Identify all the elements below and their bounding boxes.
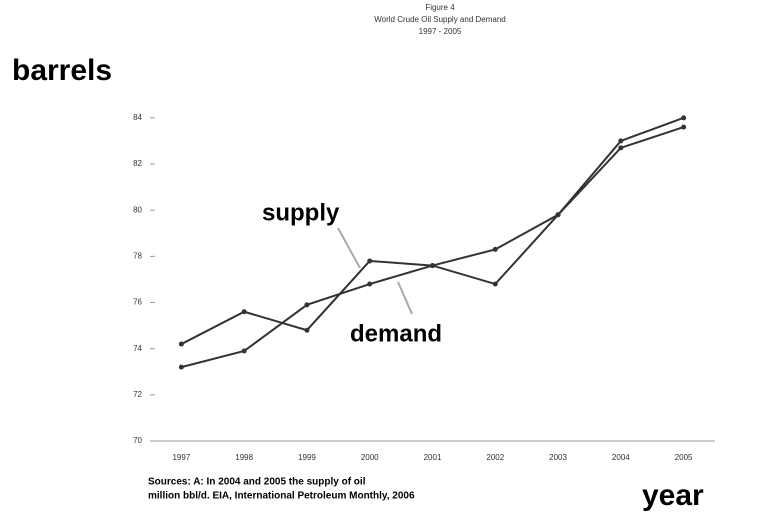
data-point — [618, 138, 624, 144]
data-point — [178, 364, 184, 370]
line-series — [180, 116, 684, 345]
x-tick-label: 2005 — [675, 453, 693, 462]
y-tick-label: 84 — [133, 113, 142, 122]
y-tick-label: 72 — [133, 390, 142, 399]
y-tick-label: 82 — [133, 159, 142, 168]
x-tick-label: 2004 — [612, 453, 630, 462]
data-point — [492, 281, 498, 287]
x-tick-label: 2003 — [549, 453, 567, 462]
chart-title: World Crude Oil Supply and Demand — [374, 15, 505, 24]
x-tick-label: 1997 — [172, 453, 190, 462]
x-tick-label: 1999 — [298, 453, 316, 462]
annotation: demand — [350, 320, 442, 347]
y-tick-label: 80 — [133, 205, 142, 214]
footnote: million bbl/d. EIA, International Petrol… — [148, 491, 415, 502]
data-point — [304, 302, 310, 308]
x-tick-label: 2001 — [424, 453, 442, 462]
data-point — [492, 246, 498, 252]
data-point — [241, 309, 247, 315]
pointer — [337, 227, 361, 269]
y-axis-label: barrels — [12, 54, 112, 87]
y-tick-label: 70 — [133, 436, 142, 445]
chart-title: Figure 4 — [425, 3, 455, 12]
y-tick-label: 76 — [133, 298, 142, 307]
annotation: supply — [262, 199, 340, 226]
chart-title: 1997 - 2005 — [419, 27, 462, 36]
data-point — [367, 258, 373, 264]
data-point — [430, 263, 435, 269]
pointer — [397, 281, 413, 315]
data-point — [555, 212, 561, 218]
x-tick-label: 2000 — [361, 453, 379, 462]
footnote: Sources: A: In 2004 and 2005 the supply … — [148, 477, 366, 488]
data-point — [178, 341, 184, 347]
data-point — [681, 115, 687, 121]
data-point — [241, 348, 247, 354]
x-tick-label: 1998 — [235, 453, 253, 462]
y-tick-label: 78 — [133, 251, 142, 260]
data-point — [304, 327, 310, 333]
x-tick-label: 2002 — [486, 453, 504, 462]
x-axis-label: year — [642, 479, 704, 512]
data-point — [681, 124, 687, 130]
data-point — [618, 145, 624, 151]
data-point — [367, 281, 373, 287]
y-tick-label: 74 — [133, 344, 142, 353]
